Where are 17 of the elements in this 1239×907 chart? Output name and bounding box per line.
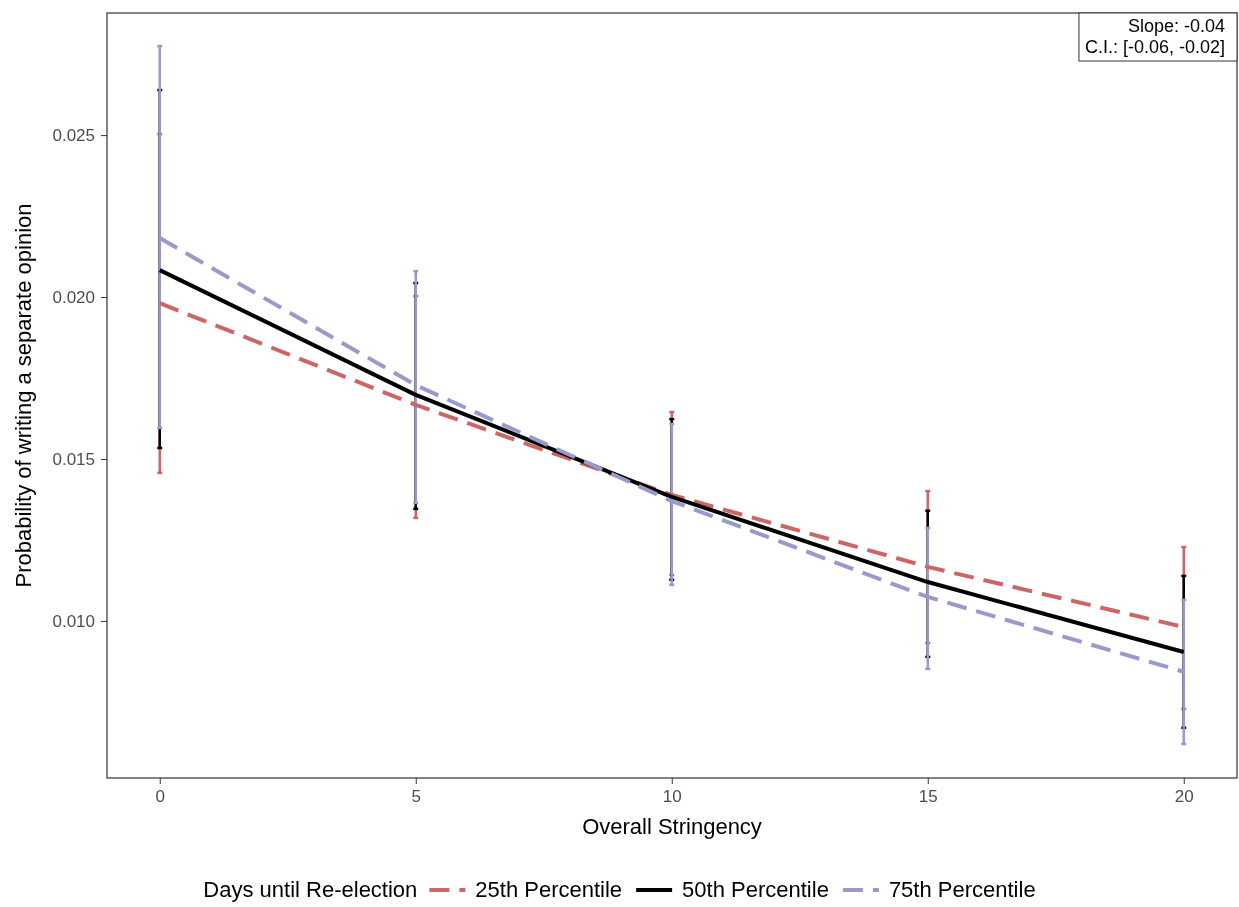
y-tick-label: 0.015 — [52, 449, 95, 469]
y-tick-label: 0.020 — [52, 287, 95, 307]
x-tick-label: 10 — [662, 787, 682, 807]
x-axis-title: Overall Stringency — [582, 814, 762, 839]
y-tick-label: 0.010 — [52, 611, 95, 631]
legend-label: 50th Percentile — [682, 877, 829, 902]
x-tick-label: 5 — [411, 787, 421, 807]
legend-title: Days until Re-election — [203, 877, 418, 902]
x-tick-label: 20 — [1174, 787, 1194, 807]
y-tick-label: 0.025 — [52, 126, 95, 146]
annotation: C.I.: [-0.06, -0.02] — [1084, 37, 1225, 57]
y-axis-title: Probability of writing a separate opinion — [11, 203, 36, 588]
annotation: Slope: -0.04 — [1127, 16, 1225, 36]
x-tick-label: 15 — [918, 787, 938, 807]
x-tick-label: 0 — [155, 787, 165, 807]
legend-label: 75th Percentile — [888, 877, 1036, 902]
legend-label: 25th Percentile — [475, 877, 623, 902]
